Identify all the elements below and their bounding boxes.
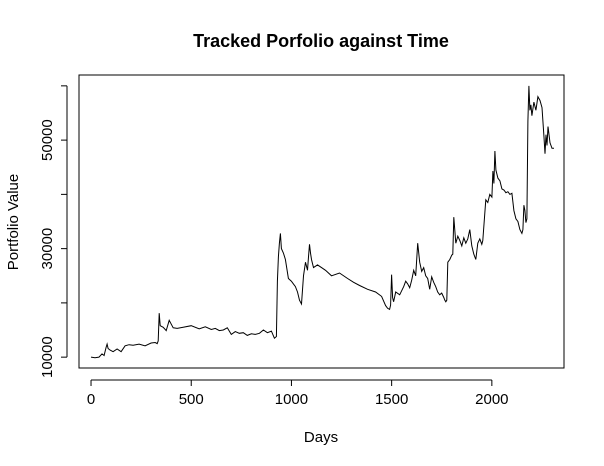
x-tick-label: 500 <box>179 391 204 408</box>
series-line <box>90 85 554 359</box>
y-axis: 10000 30000 50000 <box>39 85 68 378</box>
plot-frame <box>78 74 565 369</box>
x-axis: 0 500 1000 1500 2000 <box>87 379 509 408</box>
y-axis-label: Portfolio Value <box>5 174 22 270</box>
x-axis-label: Days <box>304 429 338 446</box>
y-tick-label: 10000 <box>39 336 56 378</box>
x-tick-label: 1500 <box>375 391 408 408</box>
chart-title: Tracked Porfolio against Time <box>193 31 449 51</box>
x-tick-label: 1000 <box>275 391 308 408</box>
x-tick-label: 2000 <box>475 391 508 408</box>
x-tick-label: 0 <box>87 391 95 408</box>
y-tick-label: 30000 <box>39 228 56 270</box>
y-tick-label: 50000 <box>39 119 56 161</box>
